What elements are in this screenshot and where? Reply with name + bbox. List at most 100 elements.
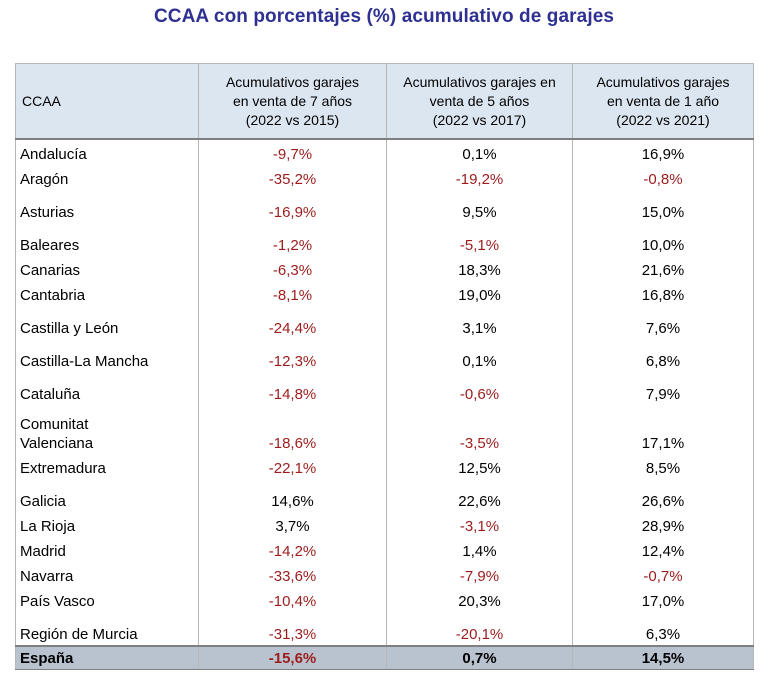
value-1-year-cell: 28,9%: [572, 512, 754, 537]
value-1-year-cell: -0,7%: [572, 562, 754, 587]
ccaa-name-cell: Cataluña: [15, 372, 199, 405]
table-row: Extremadura -22,1% 12,5% 8,5%: [15, 454, 754, 479]
value-5-years-cell: 1,4%: [386, 537, 573, 562]
table-row: Aragón -35,2% -19,2% -0,8%: [15, 165, 754, 190]
header-5-years-text: Acumulativos garajes en venta de 5 años …: [403, 73, 556, 128]
table-row: Asturias -16,9% 9,5% 15,0%: [15, 190, 754, 223]
value-1-year-cell: 16,9%: [572, 139, 754, 165]
table-row: Madrid -14,2% 1,4% 12,4%: [15, 537, 754, 562]
value-1-year-cell: 17,1%: [572, 405, 754, 454]
ccaa-name-cell: País Vasco: [15, 587, 199, 612]
ccaa-name-cell: Aragón: [15, 165, 199, 190]
value-7-years-cell: -14,8%: [198, 372, 387, 405]
header-5-years: Acumulativos garajes en venta de 5 años …: [386, 63, 573, 140]
value-7-years-cell: -35,2%: [198, 165, 387, 190]
value-7-years-cell: -22,1%: [198, 454, 387, 479]
page-title: CCAA con porcentajes (%) acumulativo de …: [153, 6, 615, 27]
value-5-years-cell: -0,6%: [386, 372, 573, 405]
value-7-years-cell: -6,3%: [198, 256, 387, 281]
ccaa-name-cell: Comunitat Valenciana: [15, 405, 199, 454]
value-1-year-cell: 8,5%: [572, 454, 754, 479]
table-row: Castilla y León -24,4% 3,1% 7,6%: [15, 306, 754, 339]
value-7-years-cell: -14,2%: [198, 537, 387, 562]
value-7-years-cell: -31,3%: [198, 612, 387, 647]
value-1-year-cell: 7,9%: [572, 372, 754, 405]
ccaa-name-cell: Extremadura: [15, 454, 199, 479]
value-1-year-cell: 6,8%: [572, 339, 754, 372]
ccaa-garajes-table: CCAA Acumulativos garajes en venta de 7 …: [15, 63, 754, 670]
table-row: Región de Murcia -31,3% -20,1% 6,3%: [15, 612, 754, 647]
ccaa-name-cell: Canarias: [15, 256, 199, 281]
value-1-year-cell: 26,6%: [572, 479, 754, 512]
table-row: Canarias -6,3% 18,3% 21,6%: [15, 256, 754, 281]
value-5-years-cell: -20,1%: [386, 612, 573, 647]
header-1-year-text: Acumulativos garajes en venta de 1 año (…: [596, 73, 730, 128]
total-7-years: -15,6%: [198, 645, 387, 670]
value-5-years-cell: 20,3%: [386, 587, 573, 612]
value-5-years-cell: 9,5%: [386, 190, 573, 223]
value-7-years-cell: -8,1%: [198, 281, 387, 306]
value-1-year-cell: 17,0%: [572, 587, 754, 612]
total-5-years: 0,7%: [386, 645, 573, 670]
value-5-years-cell: 18,3%: [386, 256, 573, 281]
value-7-years-cell: 14,6%: [198, 479, 387, 512]
value-5-years-cell: 0,1%: [386, 139, 573, 165]
ccaa-name-cell: Castilla-La Mancha: [15, 339, 199, 372]
value-5-years-cell: 0,1%: [386, 339, 573, 372]
ccaa-name-cell: La Rioja: [15, 512, 199, 537]
value-7-years-cell: -18,6%: [198, 405, 387, 454]
value-1-year-cell: -0,8%: [572, 165, 754, 190]
table-row: Galicia 14,6% 22,6% 26,6%: [15, 479, 754, 512]
table-row: Baleares -1,2% -5,1% 10,0%: [15, 223, 754, 256]
value-7-years-cell: -33,6%: [198, 562, 387, 587]
header-row: CCAA Acumulativos garajes en venta de 7 …: [15, 63, 754, 140]
header-ccaa: CCAA: [15, 63, 199, 140]
ccaa-name-cell: Región de Murcia: [15, 612, 199, 647]
ccaa-name-cell: Cantabria: [15, 281, 199, 306]
value-7-years-cell: -1,2%: [198, 223, 387, 256]
table-row: Navarra -33,6% -7,9% -0,7%: [15, 562, 754, 587]
value-7-years-cell: -12,3%: [198, 339, 387, 372]
table-row: Castilla-La Mancha -12,3% 0,1% 6,8%: [15, 339, 754, 372]
value-7-years-cell: -9,7%: [198, 139, 387, 165]
value-1-year-cell: 15,0%: [572, 190, 754, 223]
value-5-years-cell: -7,9%: [386, 562, 573, 587]
header-7-years: Acumulativos garajes en venta de 7 años …: [198, 63, 387, 140]
table-row: La Rioja 3,7% -3,1% 28,9%: [15, 512, 754, 537]
ccaa-name-cell: Navarra: [15, 562, 199, 587]
value-5-years-cell: 3,1%: [386, 306, 573, 339]
table-row: Comunitat Valenciana -18,6% -3,5% 17,1%: [15, 405, 754, 454]
ccaa-name-cell: Asturias: [15, 190, 199, 223]
value-7-years-cell: -24,4%: [198, 306, 387, 339]
value-7-years-cell: 3,7%: [198, 512, 387, 537]
table-row: Cantabria -8,1% 19,0% 16,8%: [15, 281, 754, 306]
table-row: País Vasco -10,4% 20,3% 17,0%: [15, 587, 754, 612]
value-5-years-cell: -3,1%: [386, 512, 573, 537]
ccaa-name-cell: Madrid: [15, 537, 199, 562]
value-1-year-cell: 6,3%: [572, 612, 754, 647]
value-5-years-cell: 19,0%: [386, 281, 573, 306]
ccaa-name-cell: Baleares: [15, 223, 199, 256]
value-7-years-cell: -16,9%: [198, 190, 387, 223]
table-row: Cataluña -14,8% -0,6% 7,9%: [15, 372, 754, 405]
total-row: España -15,6% 0,7% 14,5%: [15, 645, 754, 670]
value-1-year-cell: 7,6%: [572, 306, 754, 339]
header-7-years-text: Acumulativos garajes en venta de 7 años …: [225, 73, 360, 128]
total-name: España: [15, 645, 199, 670]
table-row: Andalucía -9,7% 0,1% 16,9%: [15, 139, 754, 165]
ccaa-name-cell: Castilla y León: [15, 306, 199, 339]
value-5-years-cell: -3,5%: [386, 405, 573, 454]
value-1-year-cell: 16,8%: [572, 281, 754, 306]
table-body: Andalucía -9,7% 0,1% 16,9% Aragón -35,2% -19,2…: [15, 139, 754, 647]
value-1-year-cell: 21,6%: [572, 256, 754, 281]
total-1-year: 14,5%: [572, 645, 754, 670]
ccaa-name-cell: Galicia: [15, 479, 199, 512]
value-5-years-cell: 12,5%: [386, 454, 573, 479]
value-7-years-cell: -10,4%: [198, 587, 387, 612]
header-1-year: Acumulativos garajes en venta de 1 año (…: [572, 63, 754, 140]
ccaa-name-cell: Andalucía: [15, 139, 199, 165]
value-1-year-cell: 10,0%: [572, 223, 754, 256]
value-5-years-cell: -19,2%: [386, 165, 573, 190]
value-5-years-cell: -5,1%: [386, 223, 573, 256]
value-1-year-cell: 12,4%: [572, 537, 754, 562]
